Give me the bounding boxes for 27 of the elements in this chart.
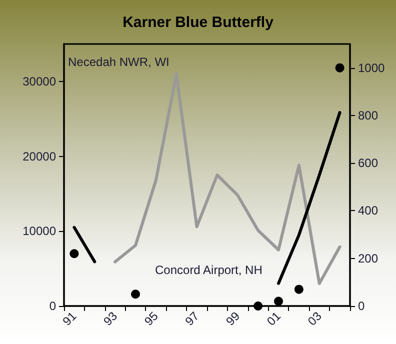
y-tick-label: 10000 (22, 224, 56, 238)
y-tick-label: 30000 (22, 74, 56, 88)
y-tick-label: 0 (49, 299, 56, 313)
y2-tick-label: 600 (358, 156, 378, 170)
x-tick-label: 91 (60, 308, 80, 328)
annotation: Concord Airport, NH (155, 263, 262, 277)
x-tick-label: 01 (264, 308, 284, 328)
y2-tick-label: 1000 (358, 60, 386, 75)
x-tick-label: 99 (223, 308, 243, 328)
y-tick-label: 20000 (22, 149, 56, 164)
y2-tick-label: 0 (358, 299, 365, 313)
x-tick-label: 97 (182, 308, 202, 328)
point (254, 302, 263, 310)
chart-title: Karner Blue Butterfly (122, 14, 274, 31)
line-series (114, 72, 342, 286)
point (131, 290, 140, 299)
point (70, 249, 79, 258)
point (335, 63, 344, 72)
y2-tick-label: 400 (358, 204, 378, 218)
x-tick-label: 95 (142, 308, 162, 328)
point (274, 296, 283, 306)
y2-tick-label: 800 (358, 108, 378, 122)
annotation: Necedah NWR, WI (68, 55, 170, 69)
point (294, 284, 304, 294)
x-tick-label: 03 (304, 308, 325, 328)
y2-tick-label: 200 (358, 251, 378, 266)
x-tick-label: 93 (100, 308, 120, 328)
